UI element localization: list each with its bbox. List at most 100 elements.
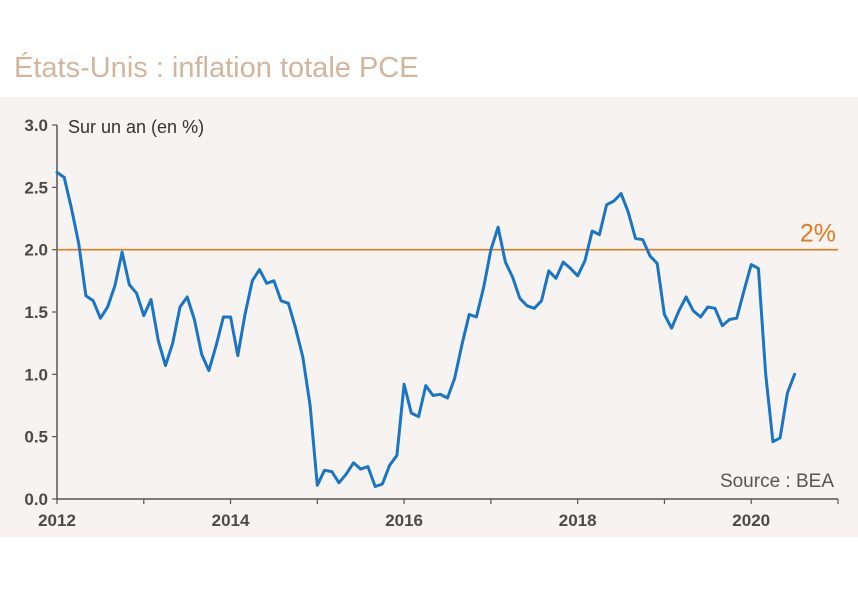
data-point	[786, 392, 789, 395]
data-point	[77, 242, 80, 245]
data-point	[56, 171, 59, 174]
data-point	[294, 327, 297, 330]
data-point	[309, 404, 312, 407]
data-point	[743, 289, 746, 292]
chart-title: États-Unis : inflation totale PCE	[14, 52, 419, 84]
data-point	[280, 299, 283, 302]
data-point	[236, 354, 239, 357]
x-tick-label: 2016	[385, 511, 423, 530]
data-point	[446, 397, 449, 400]
data-point	[106, 306, 109, 309]
data-point	[540, 299, 543, 302]
data-point	[533, 307, 536, 310]
data-point	[287, 302, 290, 305]
data-point	[714, 307, 717, 310]
data-point	[576, 274, 579, 277]
data-point	[793, 373, 796, 376]
data-point	[193, 318, 196, 321]
data-point	[735, 317, 738, 320]
plot-background	[0, 97, 858, 537]
data-point	[482, 286, 485, 289]
data-point	[706, 306, 709, 309]
data-point	[128, 283, 131, 286]
data-point	[352, 461, 355, 464]
x-tick-label: 2014	[212, 511, 250, 530]
data-point	[627, 211, 630, 214]
data-point	[417, 415, 420, 418]
data-point	[511, 276, 514, 279]
axes	[56, 125, 838, 500]
data-point	[99, 317, 102, 320]
y-tick-label: 0.0	[24, 490, 48, 509]
data-point	[149, 298, 152, 301]
data-point	[554, 277, 557, 280]
data-point	[178, 306, 181, 309]
data-point	[207, 369, 210, 372]
data-point	[244, 313, 247, 316]
y-tick-label: 1.5	[24, 303, 48, 322]
data-point	[648, 254, 651, 257]
data-point	[272, 279, 275, 282]
data-point	[468, 313, 471, 316]
data-point	[113, 284, 116, 287]
data-point	[186, 296, 189, 299]
data-point	[547, 269, 550, 272]
data-point	[685, 296, 688, 299]
data-point	[395, 454, 398, 457]
data-point	[728, 318, 731, 321]
data-point	[771, 440, 774, 443]
data-point	[526, 304, 529, 307]
data-point	[721, 324, 724, 327]
x-tick-label: 2012	[38, 511, 76, 530]
data-point	[634, 237, 637, 240]
y-tick-label: 3.0	[24, 116, 48, 135]
data-point	[222, 315, 225, 318]
data-point	[764, 373, 767, 376]
data-point	[699, 315, 702, 318]
data-point	[497, 226, 500, 229]
data-point	[70, 207, 73, 210]
series-points	[56, 171, 797, 488]
data-point	[381, 483, 384, 486]
data-point	[92, 299, 95, 302]
y-axis-label: Sur un an (en %)	[68, 117, 204, 137]
data-point	[605, 203, 608, 206]
data-point	[620, 192, 623, 195]
data-point	[251, 279, 254, 282]
data-point	[164, 364, 167, 367]
data-point	[504, 261, 507, 264]
data-point	[345, 473, 348, 476]
y-tick-label: 1.0	[24, 365, 48, 384]
data-point	[663, 313, 666, 316]
data-point	[366, 465, 369, 468]
data-point	[612, 200, 615, 203]
y-tick-label: 2.0	[24, 241, 48, 260]
x-tick-label: 2020	[732, 511, 770, 530]
x-axis-ticks: 2012 2014 2016 2018 2020	[38, 499, 839, 530]
data-point	[750, 263, 753, 266]
data-point	[229, 315, 232, 318]
data-point	[518, 297, 521, 300]
data-point	[656, 262, 659, 265]
data-point	[562, 261, 565, 264]
data-point	[453, 377, 456, 380]
data-point	[677, 309, 680, 312]
data-point	[424, 384, 427, 387]
data-point	[432, 394, 435, 397]
data-point	[460, 343, 463, 346]
data-point	[157, 339, 160, 342]
data-point	[757, 267, 760, 270]
data-point	[475, 315, 478, 318]
y-tick-label: 0.5	[24, 428, 48, 447]
data-point	[121, 251, 124, 254]
data-point	[301, 355, 304, 358]
data-point	[439, 393, 442, 396]
data-point	[359, 468, 362, 471]
data-point	[323, 469, 326, 472]
data-point	[569, 267, 572, 270]
data-point	[142, 314, 145, 317]
data-point	[583, 259, 586, 262]
data-point	[200, 353, 203, 356]
